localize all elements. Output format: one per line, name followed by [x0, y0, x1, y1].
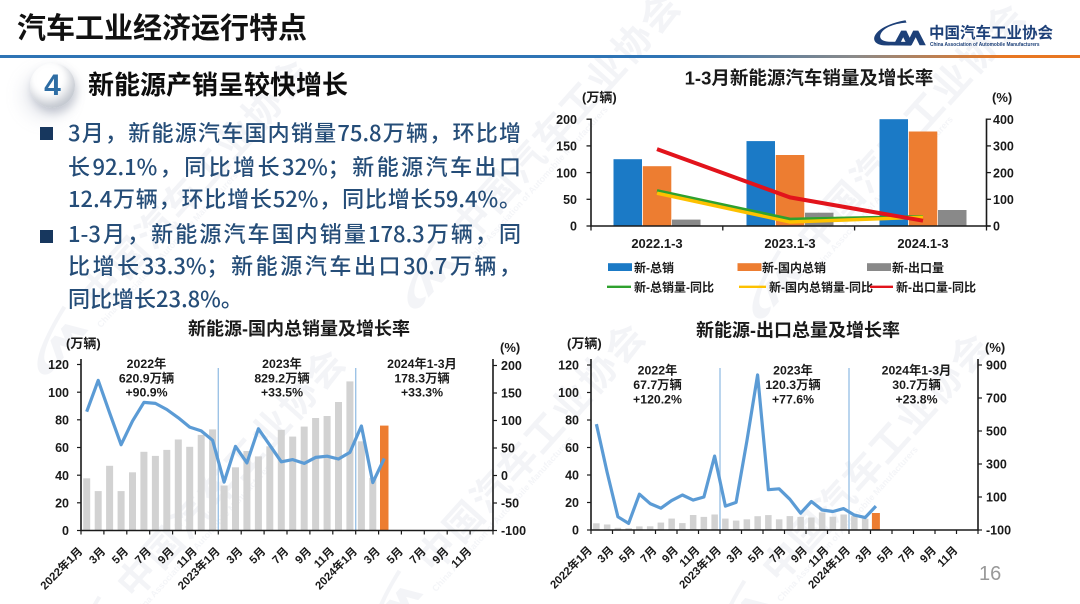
svg-text:+33.3%: +33.3%	[401, 386, 443, 400]
svg-text:7月: 7月	[896, 544, 918, 566]
svg-text:3月: 3月	[853, 544, 875, 566]
svg-text:100: 100	[48, 386, 69, 400]
svg-text:120: 120	[48, 358, 69, 372]
svg-text:-100: -100	[501, 524, 526, 538]
svg-text:2023年: 2023年	[262, 356, 302, 371]
svg-text:30.7万辆: 30.7万辆	[892, 377, 941, 392]
svg-text:100: 100	[986, 491, 1007, 505]
svg-text:40: 40	[55, 469, 69, 483]
svg-text:2023.1-3: 2023.1-3	[764, 236, 815, 251]
svg-text:(%): (%)	[992, 90, 1012, 105]
svg-text:2023年: 2023年	[773, 363, 813, 378]
svg-text:3月: 3月	[724, 544, 746, 566]
svg-text:500: 500	[986, 425, 1007, 439]
svg-text:5月: 5月	[616, 544, 638, 566]
svg-text:(%): (%)	[985, 340, 1005, 355]
svg-text:200: 200	[556, 113, 577, 127]
svg-text:3月: 3月	[87, 545, 109, 567]
svg-text:50: 50	[501, 442, 515, 456]
svg-text:5月: 5月	[247, 545, 269, 567]
svg-text:5月: 5月	[384, 545, 406, 567]
svg-text:3月: 3月	[361, 545, 383, 567]
svg-text:2022年1月: 2022年1月	[37, 544, 85, 592]
svg-text:2022年: 2022年	[127, 356, 167, 371]
svg-text:新-总销: 新-总销	[634, 260, 674, 275]
svg-text:200: 200	[993, 166, 1014, 180]
svg-text:2022年: 2022年	[638, 363, 678, 378]
svg-text:+90.9%: +90.9%	[125, 386, 167, 400]
svg-text:新-出口量: 新-出口量	[892, 260, 944, 275]
svg-text:120: 120	[558, 359, 579, 373]
svg-text:100: 100	[501, 414, 522, 428]
svg-text:3月: 3月	[224, 545, 246, 567]
svg-text:2024年1-3月: 2024年1-3月	[882, 363, 952, 378]
svg-text:7月: 7月	[407, 545, 429, 567]
svg-text:900: 900	[986, 359, 1007, 373]
svg-text:9月: 9月	[155, 545, 177, 567]
svg-text:新-总销量-同比: 新-总销量-同比	[634, 279, 714, 294]
svg-text:60: 60	[565, 441, 579, 455]
svg-text:9月: 9月	[430, 545, 452, 567]
svg-text:1-3月新能源汽车销量及增长率: 1-3月新能源汽车销量及增长率	[685, 68, 934, 89]
svg-text:0: 0	[62, 524, 69, 538]
svg-text:0: 0	[993, 220, 1000, 234]
svg-text:67.7万辆: 67.7万辆	[633, 377, 682, 392]
svg-text:120.3万辆: 120.3万辆	[765, 377, 820, 392]
svg-text:5月: 5月	[109, 545, 131, 567]
svg-text:2022年1月: 2022年1月	[547, 543, 595, 591]
svg-text:-50: -50	[501, 497, 519, 511]
svg-text:300: 300	[986, 458, 1007, 472]
svg-text:700: 700	[986, 392, 1007, 406]
svg-text:新-国内总销: 新-国内总销	[762, 260, 826, 275]
svg-text:620.9万辆: 620.9万辆	[119, 371, 174, 386]
svg-text:5月: 5月	[745, 544, 767, 566]
svg-text:(万辆): (万辆)	[567, 336, 602, 351]
svg-text:400: 400	[993, 113, 1014, 127]
svg-text:2022.1-3: 2022.1-3	[631, 236, 682, 251]
svg-text:2024.1-3: 2024.1-3	[897, 236, 948, 251]
svg-text:9月: 9月	[293, 545, 315, 567]
svg-text:2024年1-3月: 2024年1-3月	[387, 356, 457, 371]
svg-text:80: 80	[55, 414, 69, 428]
svg-text:(万辆): (万辆)	[66, 336, 101, 351]
svg-text:11月: 11月	[449, 545, 475, 571]
svg-text:新-国内总销量-同比: 新-国内总销量-同比	[769, 279, 873, 294]
svg-text:(%): (%)	[500, 340, 520, 355]
svg-text:7月: 7月	[132, 545, 154, 567]
svg-text:新能源-国内总销量及增长率: 新能源-国内总销量及增长率	[188, 318, 410, 339]
svg-text:150: 150	[556, 140, 577, 154]
svg-text:7月: 7月	[638, 544, 660, 566]
svg-text:+77.6%: +77.6%	[772, 393, 814, 407]
svg-text:5月: 5月	[874, 544, 896, 566]
svg-text:100: 100	[556, 166, 577, 180]
svg-text:178.3万辆: 178.3万辆	[394, 371, 449, 386]
svg-text:11月: 11月	[935, 544, 961, 570]
svg-text:100: 100	[993, 193, 1014, 207]
svg-text:829.2万辆: 829.2万辆	[254, 371, 309, 386]
svg-text:80: 80	[565, 414, 579, 428]
svg-text:-100: -100	[986, 524, 1011, 538]
svg-text:40: 40	[565, 469, 579, 483]
svg-text:+33.5%: +33.5%	[261, 386, 303, 400]
svg-text:50: 50	[563, 193, 577, 207]
svg-text:20: 20	[55, 497, 69, 511]
svg-text:0: 0	[572, 524, 579, 538]
svg-text:+120.2%: +120.2%	[633, 393, 682, 407]
svg-text:3月: 3月	[595, 544, 617, 566]
svg-text:300: 300	[993, 140, 1014, 154]
svg-text:100: 100	[558, 386, 579, 400]
svg-text:新-出口量-同比: 新-出口量-同比	[896, 279, 976, 294]
svg-text:7月: 7月	[767, 544, 789, 566]
svg-text:60: 60	[55, 441, 69, 455]
svg-text:新能源-出口总量及增长率: 新能源-出口总量及增长率	[696, 320, 900, 341]
svg-text:0: 0	[570, 220, 577, 234]
svg-text:7月: 7月	[270, 545, 292, 567]
svg-text:200: 200	[501, 359, 522, 373]
svg-text:(万辆): (万辆)	[582, 90, 617, 105]
svg-text:150: 150	[501, 387, 522, 401]
svg-text:+23.8%: +23.8%	[895, 393, 937, 407]
svg-text:20: 20	[565, 496, 579, 510]
svg-text:0: 0	[501, 469, 508, 483]
